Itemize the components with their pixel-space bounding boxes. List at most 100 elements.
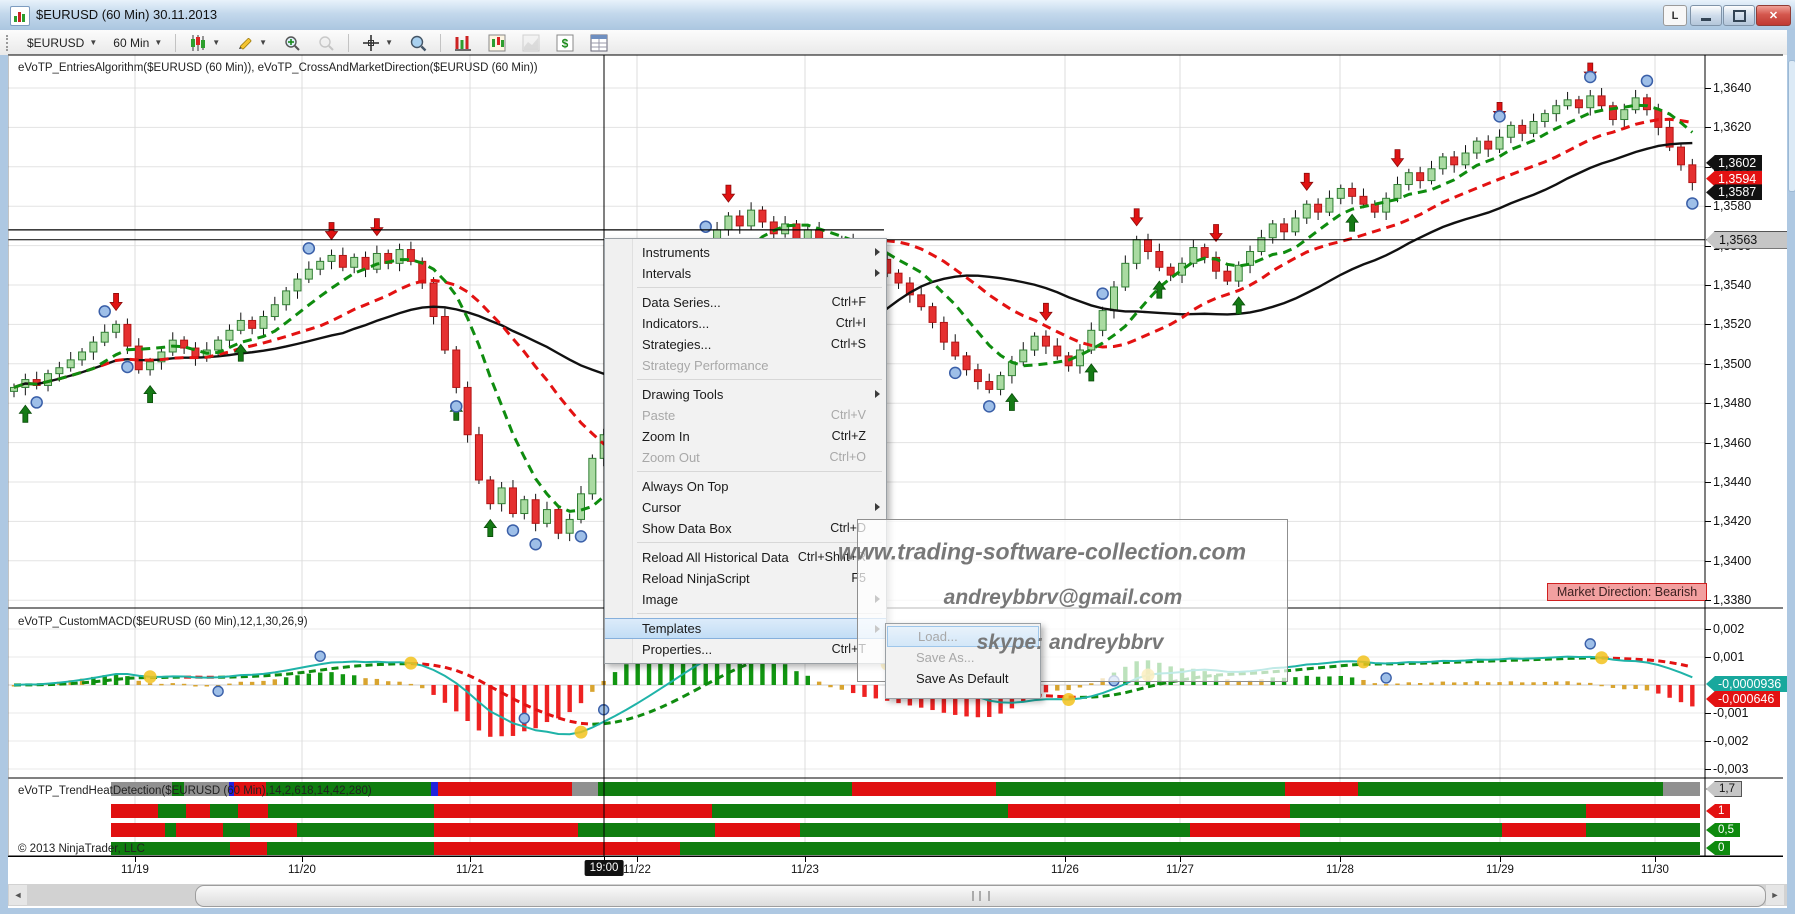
time-tick <box>470 857 471 862</box>
data-grid-button[interactable] <box>583 31 615 55</box>
price-tick-label: 1,3500 <box>1713 356 1752 371</box>
menu-item-strategies[interactable]: Strategies... Ctrl+S <box>605 334 886 355</box>
menu-item-templates[interactable]: Templates <box>605 618 886 639</box>
menu-item-label: Instruments <box>642 245 710 260</box>
heat-badge: 0,5 <box>1706 823 1740 837</box>
market-direction-badge: Market Direction: Bearish <box>1547 583 1707 601</box>
menu-item-data-series[interactable]: Data Series... Ctrl+F <box>605 292 886 313</box>
time-label: 11/26 <box>1051 864 1079 876</box>
zoom-in-button[interactable] <box>276 31 308 55</box>
scroll-right-button[interactable]: ► <box>1766 885 1784 905</box>
chevron-down-icon: ▼ <box>212 38 221 47</box>
macd-badge: -0,000646 <box>1706 691 1781 707</box>
menu-item-label: Zoom In <box>642 429 690 444</box>
scroll-left-button[interactable]: ◄ <box>9 885 27 905</box>
price-tick-label: 1,3540 <box>1713 278 1752 292</box>
price-tick-label: 1,3620 <box>1713 120 1752 135</box>
data-box-button[interactable] <box>402 31 434 55</box>
macd-tick <box>1705 629 1711 630</box>
price-badge: 1,3594 <box>1706 170 1763 187</box>
chevron-down-icon: ▼ <box>89 38 98 47</box>
macd-tick-label: 0,001 <box>1713 650 1745 664</box>
price-tick-label: 1,3420 <box>1713 514 1752 529</box>
entries-indicator-label: eVoTP_EntriesAlgorithm($EURUSD (60 Min))… <box>18 62 538 74</box>
instrument-selector[interactable]: $EURUSD ▼ <box>20 33 104 53</box>
time-label: 11/30 <box>1641 864 1669 876</box>
menu-item-image[interactable]: Image <box>605 589 886 610</box>
vertical-scroll-indicator[interactable] <box>1788 60 1795 192</box>
menu-item-label: Show Data Box <box>642 521 732 536</box>
menu-item-shortcut: Ctrl+I <box>835 316 866 330</box>
menu-item-show-data-box[interactable]: Show Data Box Ctrl+D <box>605 518 886 539</box>
watermark-line-1: www.trading-software-collection.com <box>837 538 1247 565</box>
menu-item-always-on-top[interactable]: Always On Top <box>605 476 886 497</box>
link-button[interactable]: L <box>1663 5 1687 26</box>
toolbar-separator <box>440 33 441 52</box>
time-tick <box>1340 857 1341 862</box>
time-label: 11/19 <box>121 864 149 876</box>
restore-button[interactable] <box>1723 5 1755 26</box>
macd-tick-label: 0,002 <box>1713 622 1745 636</box>
toolbar: $EURUSD ▼ 60 Min ▼ ▼ ▼ <box>0 30 1795 56</box>
menu-item-indicators[interactable]: Indicators... Ctrl+I <box>605 313 886 334</box>
menu-item-label: Paste <box>642 408 676 423</box>
menu-item-zoom-in[interactable]: Zoom In Ctrl+Z <box>605 426 886 447</box>
menu-item-label: Zoom Out <box>642 450 700 465</box>
menu-item-cursor[interactable]: Cursor <box>605 497 886 518</box>
interval-selector[interactable]: 60 Min ▼ <box>106 33 169 53</box>
region-chart-button[interactable] <box>515 31 547 55</box>
macd-tick-label: -0,003 <box>1713 762 1749 776</box>
macd-tick <box>1705 769 1711 770</box>
price-tick-label: 1,3380 <box>1713 593 1752 608</box>
price-tick <box>1705 521 1711 523</box>
close-button[interactable]: ✕ <box>1756 5 1791 26</box>
menu-item-label: Strategy Performance <box>642 358 769 373</box>
zoom-out-icon <box>319 35 334 51</box>
submenu-item-save-as-default[interactable]: Save As Default <box>886 668 1040 689</box>
chevron-down-icon: ▼ <box>154 38 163 47</box>
menu-item-intervals[interactable]: Intervals <box>605 263 886 284</box>
drawing-tools-button[interactable]: ▼ <box>229 31 274 55</box>
menu-item-strategy-performance[interactable]: Strategy Performance <box>605 355 886 376</box>
scrollbar-thumb[interactable] <box>195 885 1766 907</box>
account-button[interactable]: $ <box>549 31 581 55</box>
menu-item-instruments[interactable]: Instruments <box>605 242 886 263</box>
heat-badge: 1 <box>1706 804 1731 818</box>
zoom-in-icon <box>285 35 300 51</box>
macd-indicator-label: eVoTP_CustomMACD($EURUSD (60 Min),12,1,3… <box>18 616 308 628</box>
window-title: $EURUSD (60 Min) 30.11.2013 <box>36 7 218 22</box>
menu-item-drawing-tools[interactable]: Drawing Tools <box>605 384 886 405</box>
toolbar-grip[interactable] <box>6 34 13 51</box>
menu-item-reload-ninjascript[interactable]: Reload NinjaScriptF5 <box>605 568 886 589</box>
menu-item-shortcut: Ctrl+V <box>830 408 866 422</box>
horizontal-scrollbar[interactable]: ◄ ► <box>8 884 1787 907</box>
chart-area[interactable] <box>8 55 1787 908</box>
menu-item-properties[interactable]: Properties... Ctrl+T <box>605 639 886 660</box>
macd-tick <box>1705 741 1711 742</box>
area-chart-icon <box>522 34 540 51</box>
submenu-arrow-icon <box>875 269 880 277</box>
window-border-left <box>0 55 8 914</box>
chart-trader-button[interactable] <box>481 31 513 55</box>
chart-style-button[interactable]: ▼ <box>182 31 227 55</box>
zoom-out-button[interactable] <box>310 31 342 55</box>
cursor-mode-button[interactable]: ▼ <box>355 31 400 55</box>
title-bar[interactable]: $EURUSD (60 Min) 30.11.2013 L ✕ <box>0 0 1795 31</box>
price-tick <box>1705 324 1711 326</box>
submenu-item-label: Load... <box>918 629 958 644</box>
price-tick <box>1705 600 1711 602</box>
menu-item-shortcut: Ctrl+Z <box>831 429 866 443</box>
macd-badge: -0,0000936 <box>1706 676 1788 692</box>
menu-item-paste[interactable]: Paste Ctrl+V <box>605 405 886 426</box>
time-axis[interactable]: 11/19 11/20 11/21 19:00 11/22 11/23 11/26 11/27… <box>8 856 1783 883</box>
menu-separator <box>605 539 886 547</box>
submenu-item-label: Save As Default <box>916 671 1009 686</box>
menu-item-zoom-out[interactable]: Zoom Out Ctrl+O <box>605 447 886 468</box>
dollar-icon: $ <box>556 34 574 51</box>
indicators-button[interactable] <box>447 31 479 55</box>
minimize-icon <box>1701 17 1711 21</box>
menu-item-label: Always On Top <box>642 479 729 494</box>
price-tick <box>1705 285 1711 286</box>
minimize-button[interactable] <box>1690 5 1722 26</box>
menu-item-label: Data Series... <box>642 295 721 310</box>
